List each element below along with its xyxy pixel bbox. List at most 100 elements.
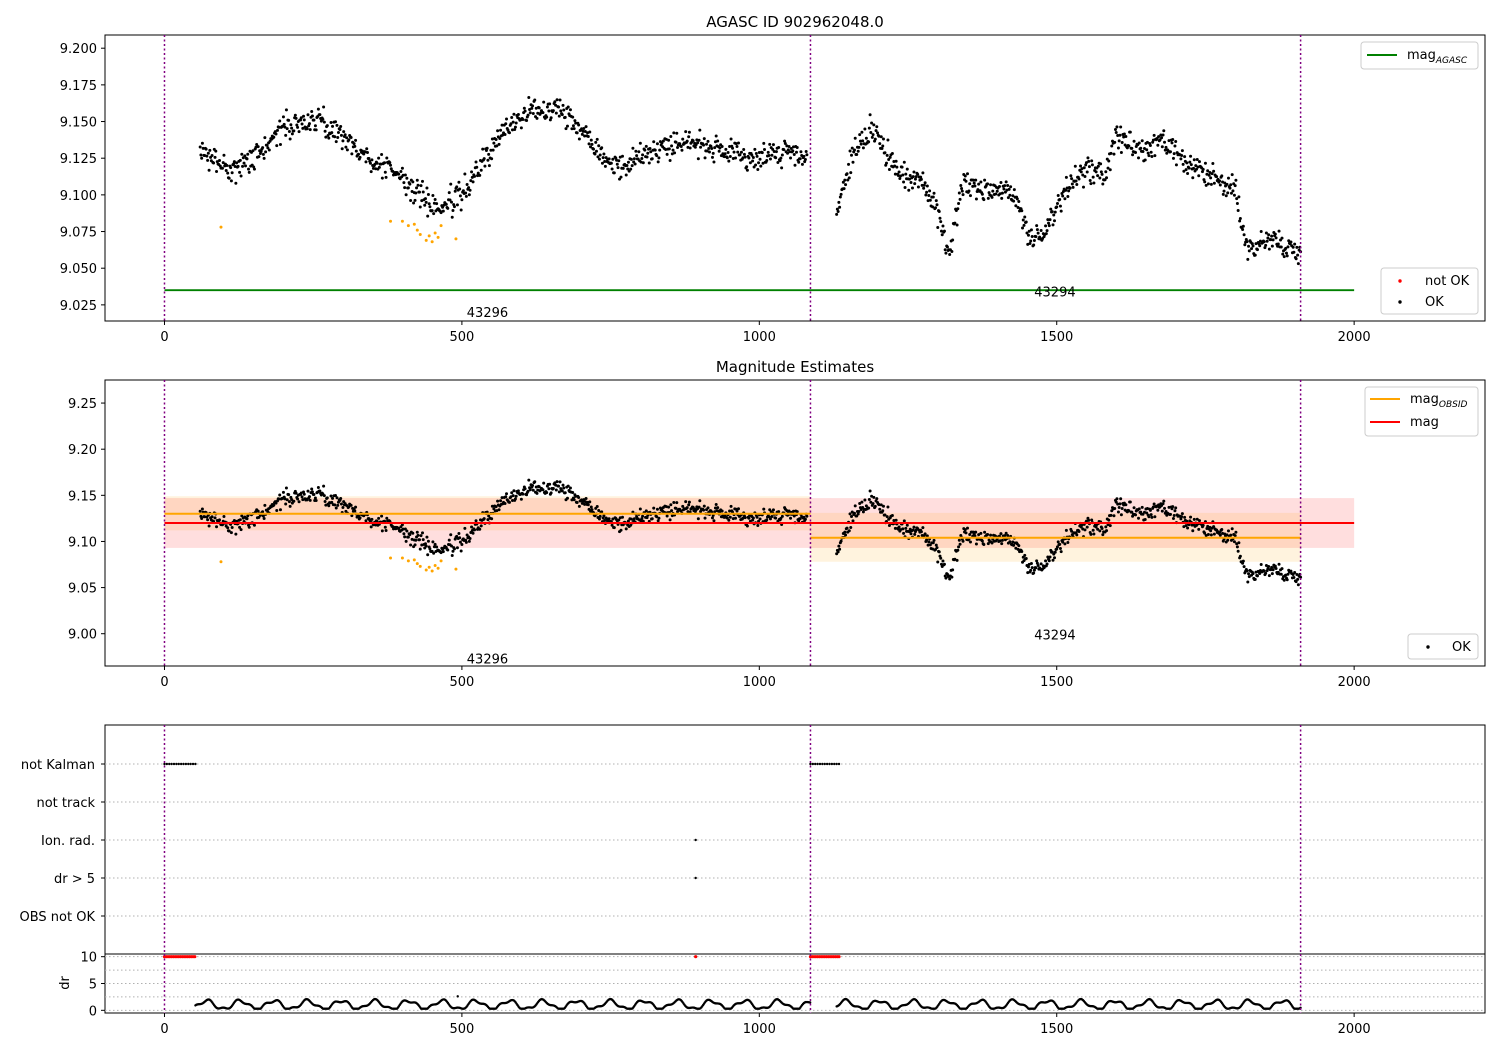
ok-point — [856, 149, 860, 153]
ok-point — [505, 492, 509, 496]
ok-point — [274, 501, 278, 505]
ok-point — [1058, 542, 1062, 546]
ok-point — [262, 156, 266, 160]
flag-point — [184, 762, 188, 766]
ok-point — [982, 542, 986, 546]
ok-point — [498, 137, 502, 141]
ok-point — [408, 533, 412, 537]
ok-point — [668, 159, 672, 163]
ok-point — [1021, 226, 1025, 230]
ok-point — [200, 156, 204, 160]
ok-point — [1081, 185, 1085, 189]
ok-point — [702, 143, 706, 147]
ok-point — [1064, 188, 1068, 192]
ok-point — [742, 148, 746, 152]
panel1-legend-bottom[interactable]: not OK OK — [1380, 267, 1479, 315]
ok-point — [703, 156, 707, 160]
ok-point — [364, 160, 368, 164]
ok-point — [570, 127, 574, 131]
ok-point — [1006, 196, 1010, 200]
ok-point — [1247, 575, 1251, 579]
ok-point — [571, 491, 575, 495]
ok-point — [656, 160, 660, 164]
ok-point — [751, 159, 755, 163]
ok-point — [762, 141, 766, 145]
ok-point — [875, 497, 879, 501]
ok-point — [1235, 202, 1239, 206]
ok-point — [848, 149, 852, 153]
ok-point — [1141, 150, 1145, 154]
ok-point — [1039, 229, 1043, 233]
panel1-legend-top[interactable]: magAGASC — [1360, 41, 1479, 70]
ok-point — [1132, 139, 1136, 143]
ok-point — [362, 152, 366, 156]
ok-point — [369, 525, 373, 529]
ok-point — [1035, 224, 1039, 228]
ok-point — [404, 539, 408, 543]
ok-point — [1180, 515, 1184, 519]
not-ok-point — [418, 564, 422, 568]
ok-point — [329, 494, 333, 498]
ok-point — [418, 538, 422, 542]
ok-point — [413, 543, 417, 547]
ok-point — [668, 518, 672, 522]
ok-point — [296, 125, 300, 129]
ok-point — [1277, 562, 1281, 566]
ok-point — [670, 144, 674, 148]
ok-point — [531, 483, 535, 487]
ok-point — [899, 174, 903, 178]
ok-point — [491, 148, 495, 152]
ok-point — [600, 510, 604, 514]
ok-point — [321, 117, 325, 121]
panel2-legend-bottom[interactable]: OK — [1407, 633, 1479, 660]
ok-point — [312, 492, 316, 496]
ok-point — [557, 490, 561, 494]
ok-point — [526, 489, 530, 493]
ok-point — [1293, 242, 1297, 246]
ok-point — [1008, 540, 1012, 544]
ok-point — [1089, 532, 1093, 536]
y-tick-label-1-4: 9.125 — [60, 152, 97, 167]
legend2-ok-marker — [1426, 645, 1430, 649]
ok-point — [1124, 503, 1128, 507]
ok-point — [1182, 169, 1186, 173]
ok-point — [385, 156, 389, 160]
ok-point — [333, 503, 337, 507]
ok-point — [881, 509, 885, 513]
dr-flag-point — [837, 955, 841, 959]
flag-point — [182, 762, 185, 766]
ok-point — [724, 147, 728, 151]
obsid-label-2-1: 43294 — [1034, 629, 1075, 644]
ok-point — [1052, 213, 1056, 217]
ok-point — [932, 191, 936, 195]
ok-point — [388, 161, 392, 165]
ok-point — [330, 500, 334, 504]
ok-point — [514, 494, 518, 498]
not-ok-point — [436, 235, 440, 239]
ok-point — [426, 553, 430, 557]
ok-point — [364, 519, 368, 523]
panel2-legend-top[interactable]: magOBSID mag — [1364, 386, 1479, 437]
ok-point — [1163, 148, 1167, 152]
ok-point — [977, 182, 981, 186]
ok-point — [1238, 216, 1242, 220]
flag-point — [816, 762, 819, 766]
flag-point — [825, 762, 829, 766]
ok-point — [1003, 534, 1007, 538]
ok-point — [349, 503, 353, 507]
ok-point — [380, 153, 384, 157]
ok-point — [278, 142, 282, 146]
ok-point — [1150, 515, 1154, 519]
ok-point — [1090, 159, 1094, 163]
ok-point — [685, 139, 689, 143]
ok-point — [1285, 254, 1289, 258]
ok-point — [787, 509, 791, 513]
ok-point — [431, 193, 435, 197]
ok-point — [1029, 228, 1033, 232]
ok-point — [1264, 571, 1268, 575]
ok-point — [232, 160, 236, 164]
ok-point — [665, 152, 669, 156]
ok-point — [1016, 206, 1020, 210]
ok-point — [1145, 140, 1149, 144]
ok-point — [1117, 139, 1121, 143]
